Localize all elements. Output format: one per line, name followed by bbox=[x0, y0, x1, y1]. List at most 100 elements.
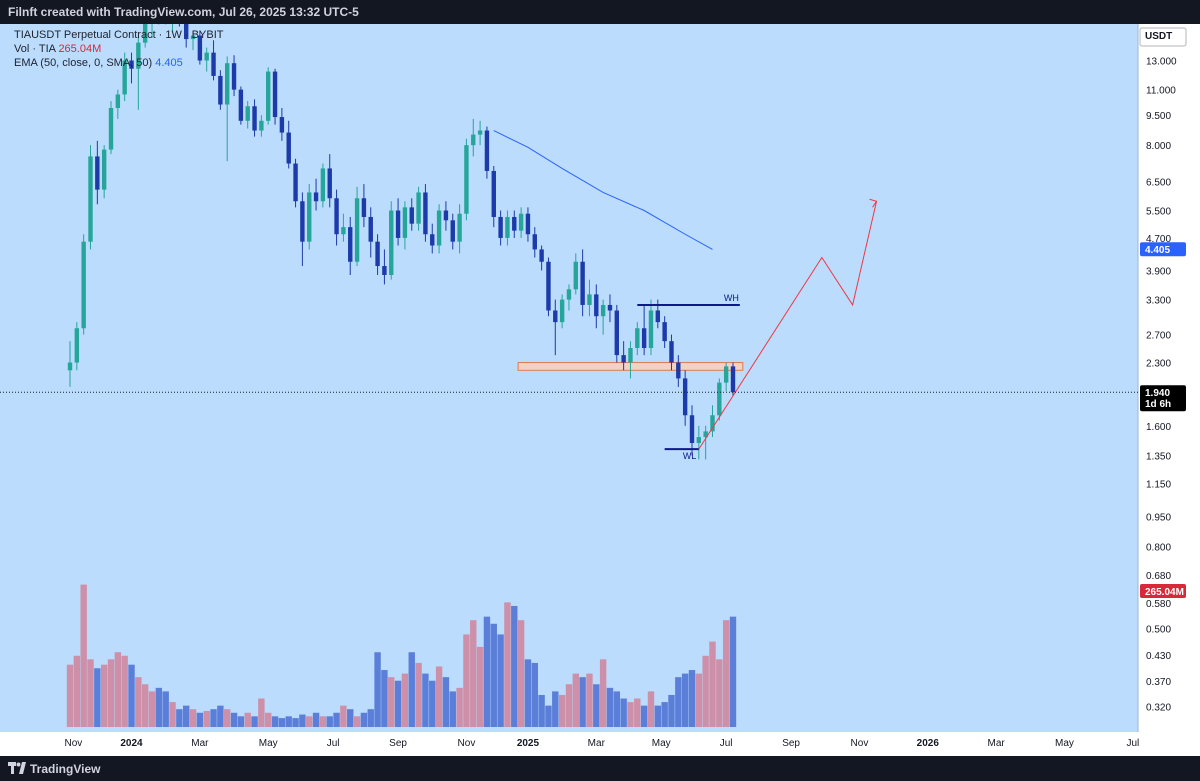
candle-body bbox=[477, 130, 483, 135]
volume-bar bbox=[688, 670, 696, 727]
volume-bar bbox=[558, 694, 566, 727]
price-tick-label: 2.700 bbox=[1146, 331, 1171, 342]
candle-body bbox=[259, 120, 264, 131]
candle-body bbox=[580, 261, 585, 305]
candle-body bbox=[723, 366, 729, 383]
currency-badge-text: USDT bbox=[1145, 31, 1172, 42]
volume-bar bbox=[203, 710, 210, 727]
candle-body bbox=[190, 35, 196, 40]
volume-bar bbox=[511, 605, 518, 727]
candle-body bbox=[484, 130, 490, 171]
volume-bar bbox=[306, 716, 313, 727]
volume-bar bbox=[442, 677, 450, 727]
volume-bar bbox=[668, 694, 675, 727]
candle-body bbox=[566, 289, 572, 300]
ema-legend[interactable]: EMA (50, close, 0, SMA, 50) 4.405 bbox=[14, 56, 223, 70]
price-axis[interactable] bbox=[1138, 24, 1200, 732]
time-tick-label: May bbox=[1055, 738, 1074, 749]
candle-body bbox=[286, 132, 291, 164]
candle-body bbox=[211, 52, 216, 76]
price-tick-label: 0.950 bbox=[1146, 513, 1171, 524]
volume-bar bbox=[66, 664, 74, 727]
volume-bar bbox=[463, 634, 470, 727]
level-label-wl: WL bbox=[683, 451, 697, 461]
price-tick-label: 1.150 bbox=[1146, 479, 1171, 490]
ema-badge-bg bbox=[1140, 242, 1186, 257]
time-tick-label: May bbox=[652, 738, 671, 749]
volume-bar bbox=[278, 718, 286, 727]
volume-bar bbox=[524, 659, 532, 727]
candle-body bbox=[512, 216, 517, 231]
candle-body bbox=[682, 378, 688, 416]
volume-bar bbox=[94, 668, 101, 727]
candle-body bbox=[416, 192, 421, 224]
candle-body bbox=[122, 60, 127, 95]
volume-bar bbox=[135, 677, 142, 727]
candle-body bbox=[655, 310, 661, 323]
candle-body bbox=[231, 63, 237, 90]
volume-bar bbox=[565, 684, 573, 727]
price-tick-label: 13.000 bbox=[1146, 57, 1177, 68]
volume-bar bbox=[381, 670, 388, 727]
volume-bar bbox=[340, 705, 347, 727]
volume-bar bbox=[312, 712, 320, 727]
volume-bar bbox=[716, 659, 723, 727]
price-tick-label: 0.680 bbox=[1146, 571, 1171, 582]
volume-bar bbox=[162, 691, 169, 727]
candle-body bbox=[238, 89, 244, 121]
candle-body bbox=[307, 192, 312, 242]
volume-bar bbox=[490, 623, 497, 727]
volume-bar bbox=[504, 602, 511, 727]
candle-body bbox=[573, 261, 578, 290]
candle-body bbox=[402, 207, 408, 238]
time-tick-label: Nov bbox=[851, 738, 869, 749]
volume-bar bbox=[661, 702, 668, 727]
candle-body bbox=[641, 328, 647, 349]
volume-bar bbox=[599, 659, 607, 727]
candle-body bbox=[334, 198, 339, 235]
volume-bar bbox=[545, 705, 552, 727]
candle-body bbox=[457, 213, 462, 242]
volume-bar bbox=[722, 620, 730, 727]
volume-bar bbox=[176, 709, 183, 727]
candle-body bbox=[423, 192, 428, 235]
volume-bar bbox=[408, 652, 415, 727]
volume-bar bbox=[422, 673, 429, 727]
volume-bar bbox=[299, 714, 306, 727]
volume-bar bbox=[538, 694, 545, 727]
brand-name: TradingView bbox=[30, 762, 101, 776]
candle-body bbox=[67, 362, 73, 371]
volume-legend[interactable]: Vol · TIA 265.04M bbox=[14, 42, 223, 56]
candle-body bbox=[525, 213, 531, 235]
candle-body bbox=[594, 294, 599, 317]
price-chart[interactable]: WH WL 13.000 11.000 9.500 8.000 6.500 5.500 4.7… bbox=[0, 24, 1200, 756]
candle-body bbox=[607, 304, 613, 311]
volume-bar bbox=[394, 680, 402, 727]
price-tick-label: 1.600 bbox=[1146, 422, 1171, 433]
time-tick-label: Nov bbox=[458, 738, 476, 749]
candle-body bbox=[553, 310, 558, 323]
time-axis[interactable] bbox=[0, 732, 1200, 756]
volume-bar bbox=[709, 641, 716, 727]
candle-body bbox=[320, 168, 326, 202]
candle-body bbox=[443, 210, 449, 221]
price-tick-label: 0.800 bbox=[1146, 543, 1171, 554]
volume-bar bbox=[196, 712, 204, 727]
volume-value: 265.04M bbox=[58, 43, 102, 55]
volume-bar bbox=[121, 655, 128, 727]
tradingview-logo-icon[interactable] bbox=[8, 762, 26, 774]
price-tick-label: 3.900 bbox=[1146, 266, 1171, 277]
candle-body bbox=[272, 71, 278, 118]
candle-body bbox=[382, 266, 387, 275]
level-lines: WH WL bbox=[637, 293, 740, 461]
candle-body bbox=[689, 415, 695, 444]
time-tick-label: Sep bbox=[782, 738, 800, 749]
candle-body bbox=[204, 52, 209, 61]
symbol-line[interactable]: TIAUSDT Perpetual Contract · 1W · BYBIT bbox=[14, 29, 224, 41]
chart-plot-area[interactable] bbox=[0, 24, 1138, 732]
footer-bar: TradingView bbox=[0, 756, 1200, 781]
candle-body bbox=[717, 382, 722, 416]
projection-line bbox=[698, 201, 878, 450]
time-tick-label: Mar bbox=[988, 738, 1006, 749]
volume-bar bbox=[647, 691, 655, 727]
